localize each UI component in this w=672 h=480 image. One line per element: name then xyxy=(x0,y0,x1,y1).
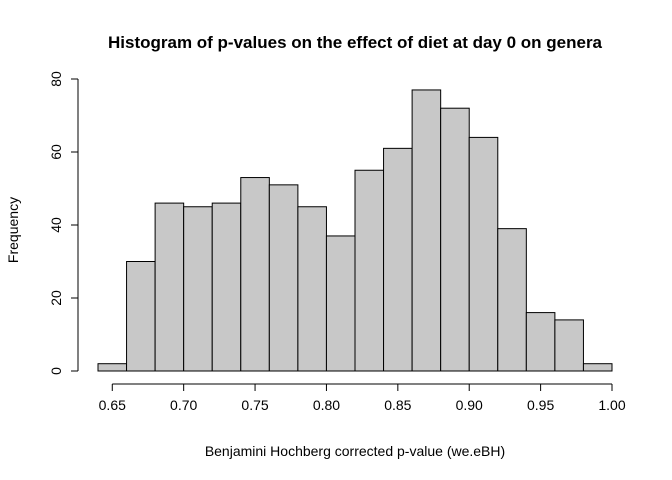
histogram-bar xyxy=(582,363,613,372)
histogram-bar xyxy=(525,312,556,372)
x-tick-label: 0.95 xyxy=(527,397,554,413)
bars-group xyxy=(97,89,613,372)
y-tick-label: 60 xyxy=(48,144,64,160)
histogram-bar xyxy=(97,363,128,372)
chart-title: Histogram of p-values on the effect of d… xyxy=(108,33,603,52)
x-tick-label: 0.85 xyxy=(384,397,411,413)
x-tick-label: 0.75 xyxy=(241,397,268,413)
x-tick-label: 0.70 xyxy=(170,397,197,413)
histogram-bar xyxy=(154,202,185,372)
x-axis: 0.65 0.70 0.75 0.80 0.85 0.90 0.95 1.00 xyxy=(99,383,626,413)
y-tick-label: 20 xyxy=(48,290,64,306)
y-tick-label: 0 xyxy=(48,367,64,375)
histogram-bar xyxy=(211,202,242,372)
histogram-bar xyxy=(497,228,527,372)
x-tick-label: 0.90 xyxy=(456,397,483,413)
y-tick-label: 80 xyxy=(48,71,64,87)
histogram-bar xyxy=(411,89,442,372)
histogram-bar xyxy=(468,136,499,372)
x-tick-label: 0.80 xyxy=(313,397,340,413)
y-tick-label: 40 xyxy=(48,217,64,233)
histogram-bar xyxy=(440,107,470,372)
histogram-bar xyxy=(126,261,156,372)
histogram-bar xyxy=(240,177,270,372)
x-tick-label: 1.00 xyxy=(598,397,625,413)
x-tick-label: 0.65 xyxy=(99,397,126,413)
histogram-bar xyxy=(268,184,299,372)
histogram-bar xyxy=(554,319,584,372)
histogram-bar xyxy=(325,235,356,372)
x-axis-label: Benjamini Hochberg corrected p-value (we… xyxy=(205,443,505,459)
histogram-bar xyxy=(183,206,213,372)
y-axis-label: Frequency xyxy=(5,197,21,263)
histogram-bar xyxy=(383,147,413,372)
y-axis: 0 20 40 60 80 xyxy=(48,71,79,375)
histogram-bar xyxy=(297,206,327,372)
histogram-bar xyxy=(354,169,385,372)
